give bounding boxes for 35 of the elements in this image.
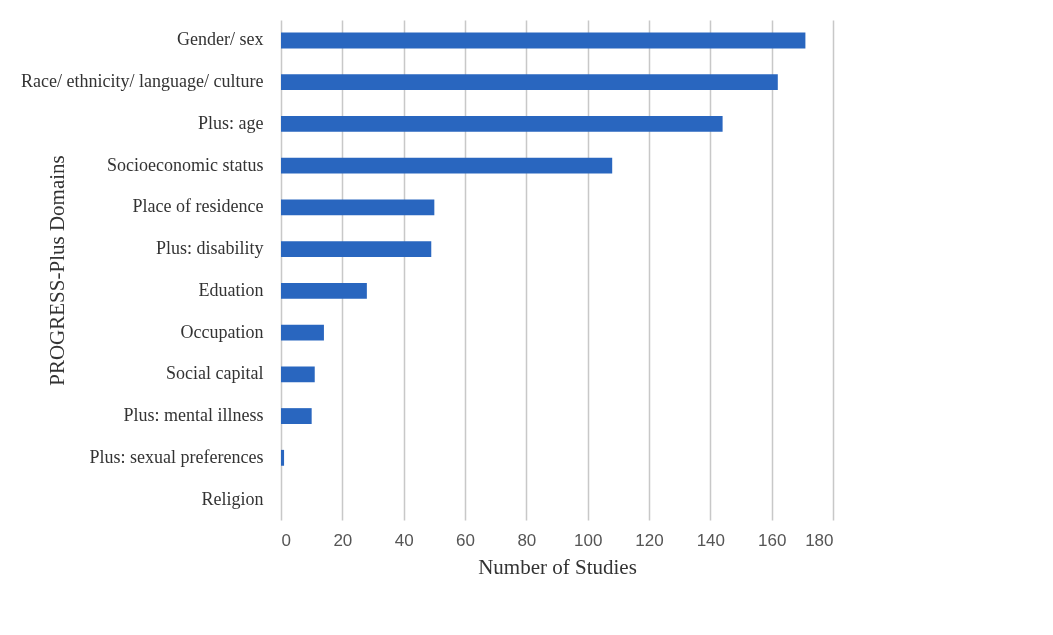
x-tick-label: 20 bbox=[333, 530, 353, 550]
bar bbox=[281, 115, 723, 132]
bar bbox=[281, 282, 367, 299]
y-tick-label: Gender/ sex bbox=[177, 29, 264, 50]
y-tick-label: Occupation bbox=[180, 321, 264, 342]
bar bbox=[281, 366, 315, 383]
bar bbox=[281, 74, 778, 91]
y-tick-label: Socioeconomic status bbox=[107, 154, 264, 175]
y-axis-title: PROGRESS-Plus Domains bbox=[44, 155, 69, 386]
x-axis-title: Number of Studies bbox=[478, 554, 637, 579]
y-tick-label: Plus: age bbox=[198, 112, 264, 133]
bar bbox=[281, 449, 285, 466]
y-tick-label: Plus: sexual preferences bbox=[89, 446, 264, 467]
y-tick-label: Race/ ethnicity/ language/ culture bbox=[21, 71, 264, 92]
y-tick-label: Eduation bbox=[198, 279, 264, 300]
bar bbox=[281, 157, 613, 174]
y-tick-label: Plus: mental illness bbox=[123, 405, 264, 426]
x-tick-label: 0 bbox=[281, 530, 291, 550]
bar bbox=[281, 408, 312, 425]
y-tick-label: Plus: disability bbox=[155, 238, 264, 259]
y-tick-label: Social capital bbox=[166, 363, 264, 384]
x-tick-label: 80 bbox=[517, 530, 537, 550]
x-tick-label: 180 bbox=[805, 530, 834, 550]
x-tick-label: 100 bbox=[573, 530, 603, 550]
y-tick-label: Place of residence bbox=[132, 196, 264, 217]
y-tick-label: Religion bbox=[201, 488, 264, 509]
x-tick-label: 140 bbox=[696, 530, 726, 550]
x-tick-label: 60 bbox=[456, 530, 475, 550]
x-tick-label: 40 bbox=[394, 530, 414, 550]
bar bbox=[281, 241, 432, 258]
x-tick-label: 120 bbox=[635, 530, 664, 550]
bar bbox=[281, 324, 324, 341]
x-tick-label: 160 bbox=[757, 530, 787, 550]
bar bbox=[281, 32, 806, 49]
bar bbox=[281, 199, 435, 216]
